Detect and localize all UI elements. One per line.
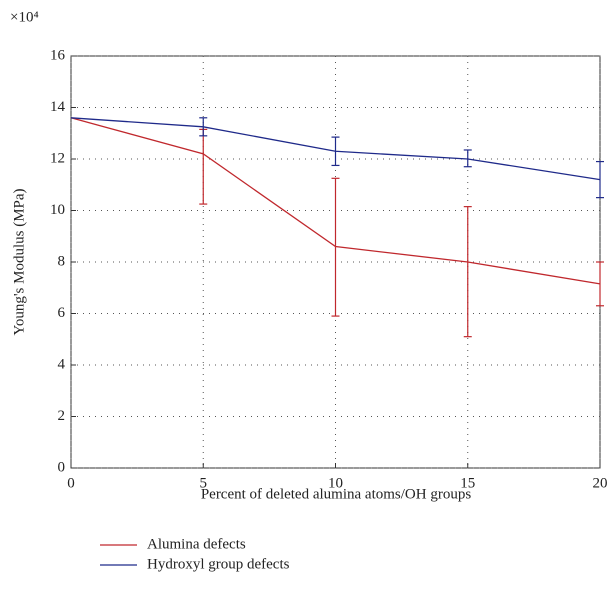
x-tick-label: 5 <box>200 475 208 491</box>
y-tick-label: 10 <box>50 202 65 218</box>
y-tick-label: 8 <box>58 253 66 269</box>
x-tick-label: 10 <box>328 475 343 491</box>
legend-label: Hydroxyl group defects <box>147 556 290 572</box>
y-tick-label: 4 <box>58 356 66 372</box>
y-axis-label: Young's Modulus (MPa) <box>11 188 27 335</box>
y-tick-label: 2 <box>58 408 66 424</box>
y-tick-label: 0 <box>58 459 66 475</box>
y-tick-label: 16 <box>50 47 66 63</box>
x-tick-label: 15 <box>460 475 475 491</box>
x-axis-label: Percent of deleted alumina atoms/OH grou… <box>201 486 472 502</box>
x-tick-label: 20 <box>593 475 608 491</box>
x-tick-label: 0 <box>67 475 75 491</box>
y-tick-label: 12 <box>50 150 65 166</box>
y-multiplier: ×10⁴ <box>10 9 39 25</box>
legend-label: Alumina defects <box>147 536 246 552</box>
y-tick-label: 6 <box>58 305 66 321</box>
y-tick-label: 14 <box>50 99 66 115</box>
